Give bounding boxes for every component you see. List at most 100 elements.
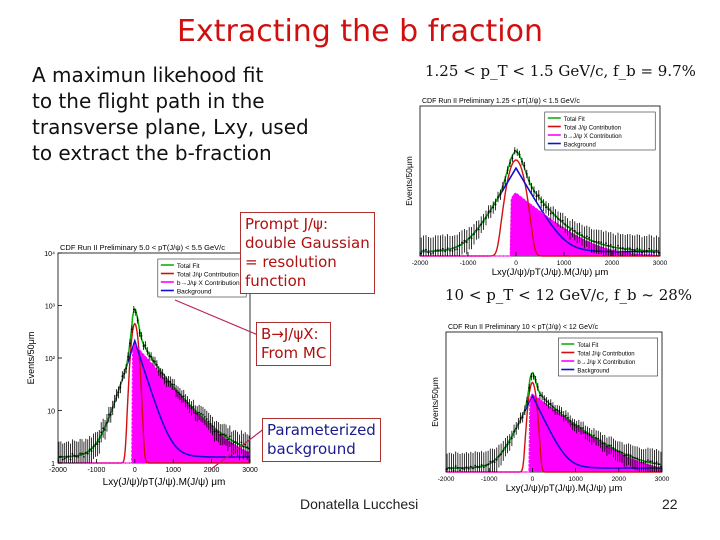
data-point: [485, 217, 487, 219]
data-point: [125, 367, 128, 370]
data-point: [532, 375, 535, 377]
data-point: [140, 335, 143, 337]
data-point: [96, 443, 99, 445]
chart-title: CDF Run II Preliminary 10 < pT(J/ψ) < 12…: [448, 324, 599, 331]
data-point: [575, 426, 578, 429]
x-tick-label: 3000: [242, 467, 258, 474]
data-point: [571, 227, 574, 230]
x-tick-label: -2000: [49, 467, 67, 474]
data-point: [138, 332, 141, 334]
x-tick-label: 2000: [204, 467, 220, 474]
data-point: [581, 234, 583, 236]
data-point: [584, 431, 587, 434]
data-point: [209, 422, 212, 425]
data-point: [463, 239, 466, 242]
data-point: [644, 461, 647, 463]
data-point: [175, 390, 177, 392]
x-tick-label: 0: [514, 260, 518, 267]
data-point: [113, 400, 116, 403]
data-point: [489, 210, 492, 213]
equation-bottom: 10 < p_T < 12 GeV/c, f_b ~ 28%: [445, 286, 693, 304]
data-point: [504, 179, 507, 182]
data-point: [618, 450, 621, 453]
y-tick-label: 10: [47, 409, 55, 416]
data-point: [560, 411, 563, 414]
x-tick-label: -1000: [481, 476, 498, 483]
data-point: [420, 252, 423, 255]
data-point: [559, 219, 562, 222]
data-point: [452, 469, 455, 472]
data-point: [595, 436, 598, 439]
data-point: [480, 464, 483, 466]
data-point: [59, 455, 62, 458]
data-point: [616, 450, 619, 453]
data-point: [534, 378, 537, 381]
data-point: [597, 437, 600, 440]
data-point: [427, 251, 430, 254]
data-point: [188, 405, 191, 408]
data-point: [246, 446, 249, 449]
data-point: [458, 244, 461, 247]
data-point: [90, 450, 93, 453]
data-point: [588, 236, 591, 239]
data-point: [569, 229, 571, 232]
data-point: [213, 430, 216, 433]
legend-box: [558, 337, 658, 377]
data-point: [515, 427, 518, 430]
chart-title: CDF Run II Preliminary 5.0 < pT(J/ψ) < 5…: [60, 243, 225, 252]
data-point: [590, 240, 593, 242]
data-point: [631, 456, 634, 459]
data-point: [73, 454, 76, 457]
data-point: [115, 394, 118, 397]
data-point: [651, 460, 654, 462]
data-point: [180, 395, 183, 398]
data-point: [487, 211, 490, 213]
data-point: [609, 244, 612, 246]
data-point: [79, 452, 81, 455]
x-tick-label: 2000: [605, 260, 620, 267]
data-point: [152, 359, 154, 362]
x-tick-label: 1000: [165, 467, 181, 474]
data-point: [134, 311, 137, 314]
data-point: [502, 449, 505, 452]
data-point: [557, 217, 559, 220]
callout-line: Prompt J/ψ:: [245, 215, 329, 233]
data-point: [485, 464, 487, 467]
data-point: [155, 363, 158, 366]
data-point: [498, 455, 500, 457]
b-contribution-area: [127, 344, 250, 463]
data-point: [649, 460, 652, 463]
data-point: [248, 447, 250, 450]
y-tick-label: 10²: [45, 356, 56, 363]
y-tick-label: 1: [51, 461, 55, 468]
data-point: [441, 247, 444, 250]
callout-line: From MC: [261, 344, 327, 362]
data-point: [225, 434, 227, 437]
data-point: [536, 386, 539, 388]
data-point: [640, 461, 643, 464]
data-point: [146, 350, 149, 353]
data-point: [84, 452, 87, 454]
data-point: [657, 251, 660, 254]
data-point: [207, 420, 210, 423]
x-tick-label: -1000: [460, 260, 477, 267]
data-point: [660, 465, 662, 468]
data-point: [461, 467, 464, 470]
data-point: [552, 405, 554, 408]
data-point: [228, 435, 231, 438]
data-point: [159, 372, 162, 374]
data-point: [63, 457, 66, 460]
callout-line: function: [245, 272, 307, 290]
data-point: [211, 425, 214, 427]
data-point: [506, 169, 509, 172]
y-tick-label: 10⁴: [44, 251, 55, 258]
data-point: [148, 355, 151, 358]
data-point: [477, 228, 480, 231]
data-point: [561, 219, 564, 222]
callout-line: background: [267, 440, 356, 458]
data-point: [577, 424, 580, 427]
data-point: [545, 206, 547, 209]
data-point: [154, 360, 156, 363]
data-point: [182, 395, 185, 398]
